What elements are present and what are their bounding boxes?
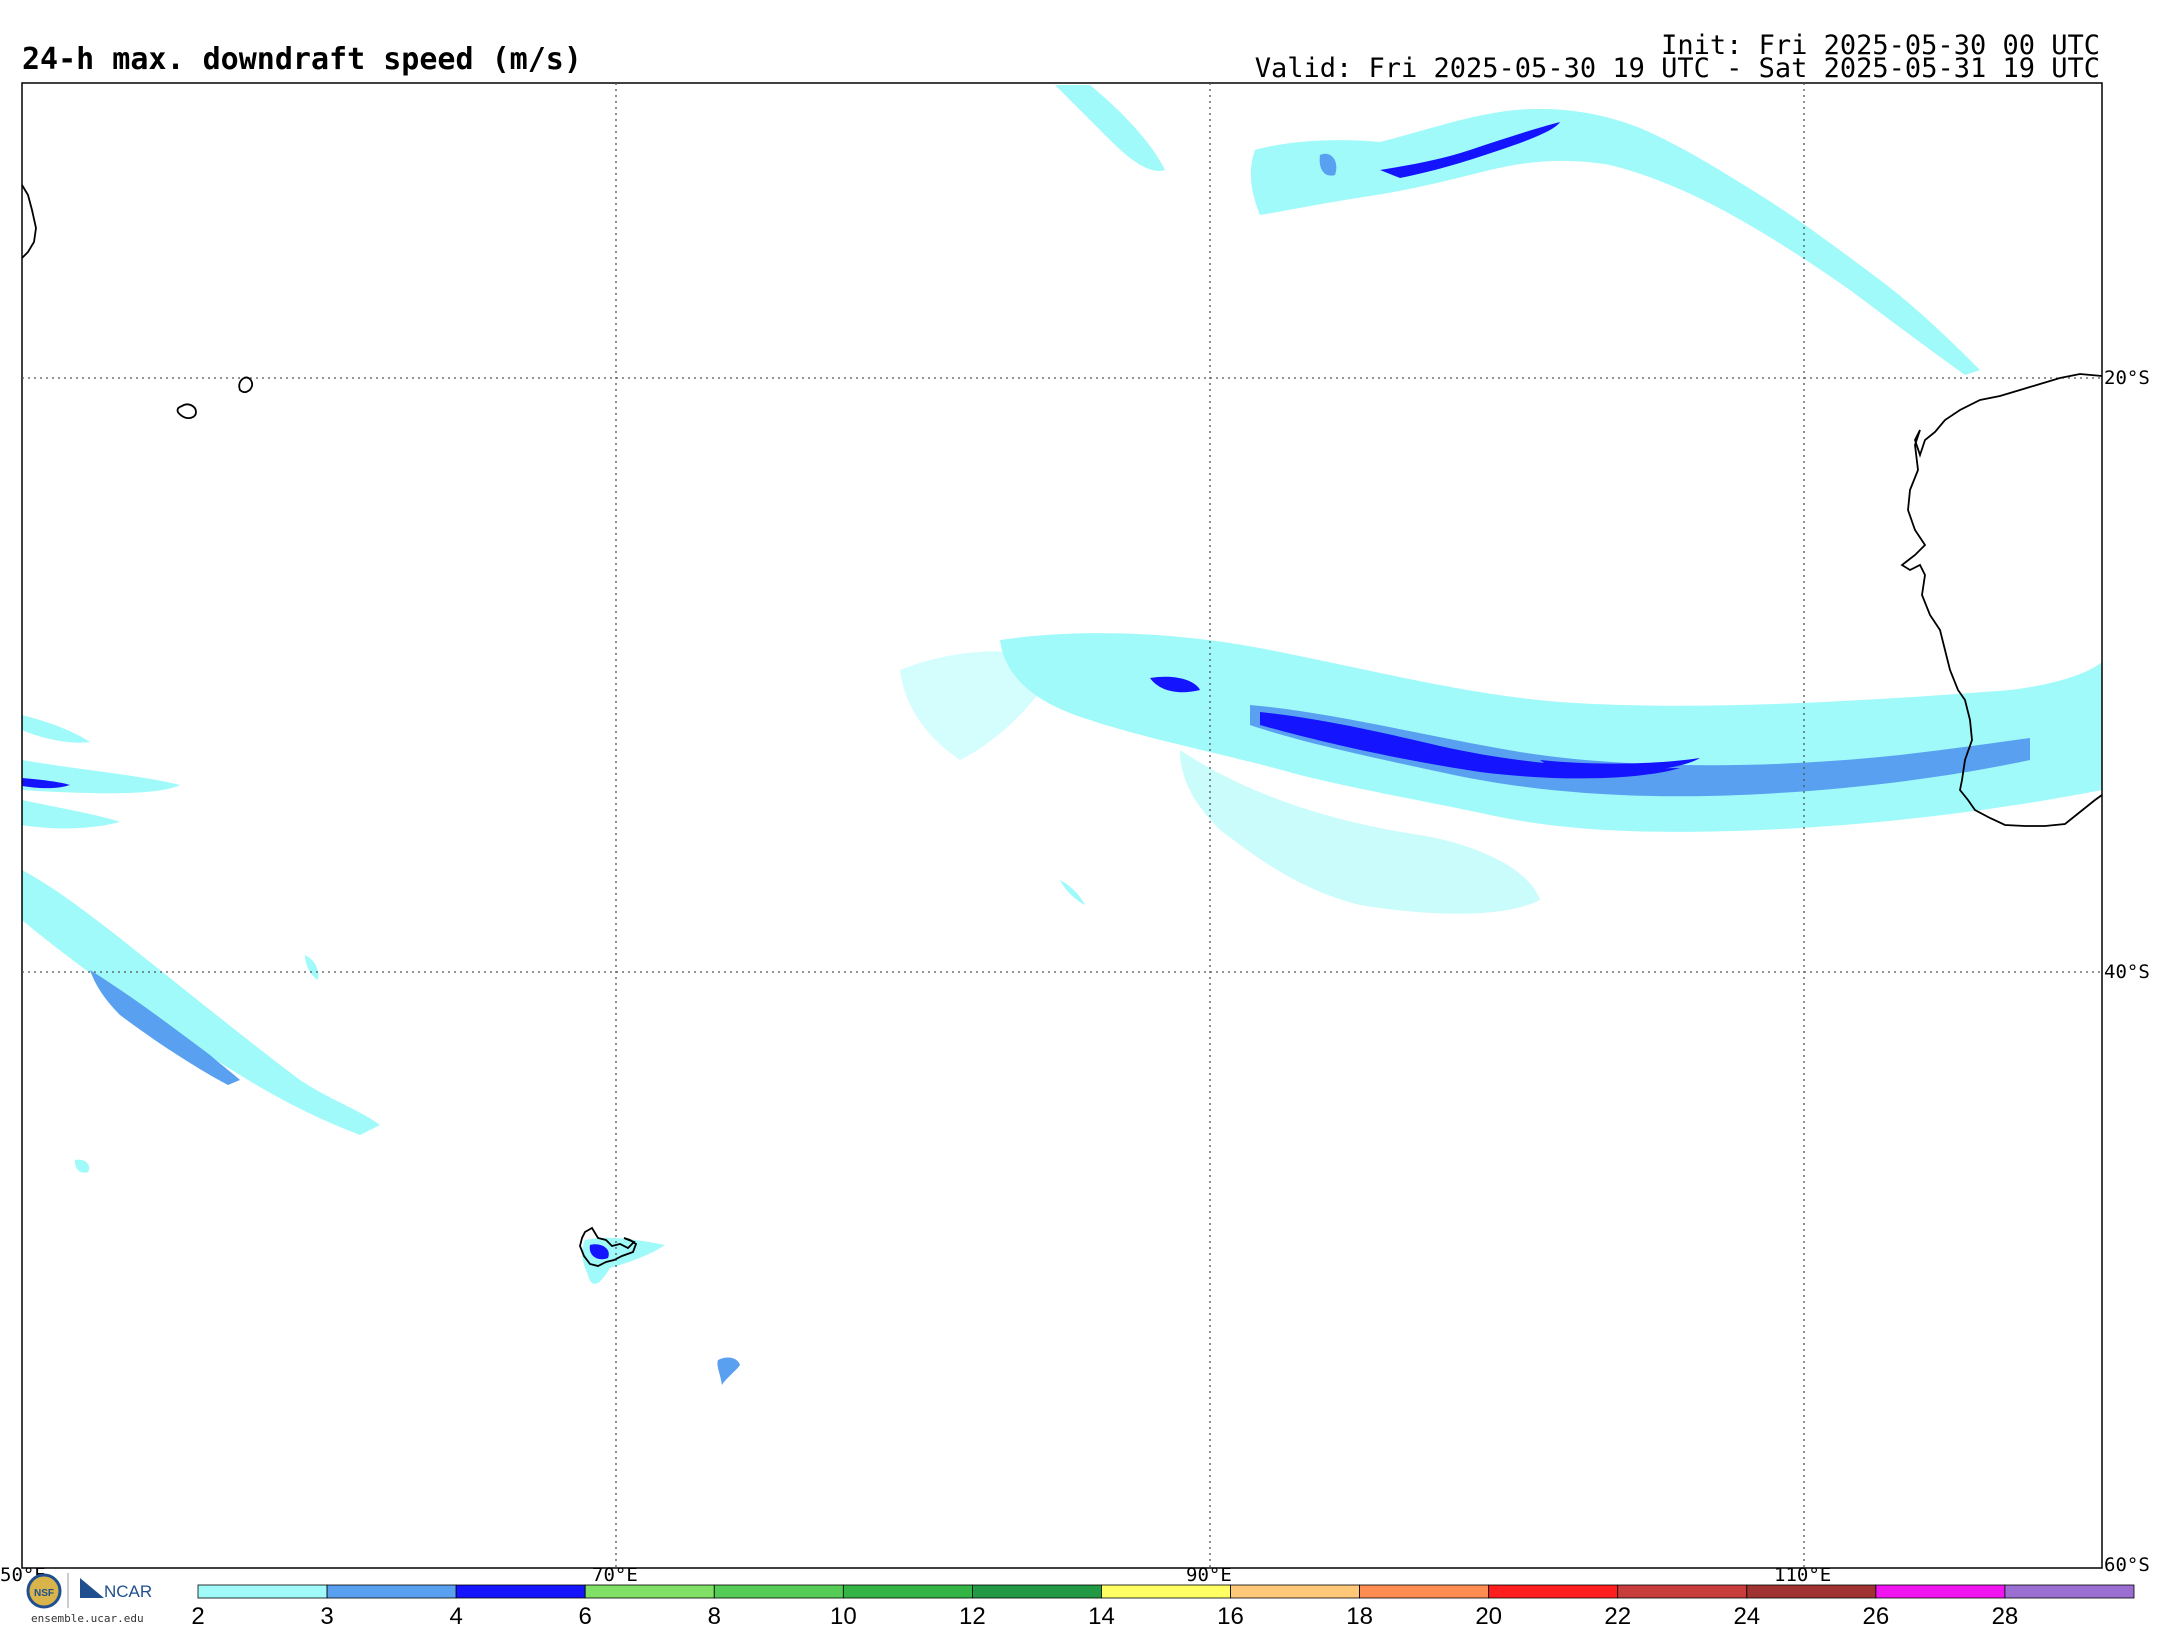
downdraft-band-north-nw [1055,85,1165,171]
lon-label-70e: 70°E [592,1564,638,1586]
colorbar-tick-label: 3 [320,1603,333,1626]
coastline-kerguelen [579,1226,638,1267]
ncar-logo-text: NCAR [104,1582,152,1601]
colorbar-swatch [326,1584,457,1599]
map-title: 24-h max. downdraft speed (m/s) [22,42,582,77]
downdraft-field [22,85,2102,1385]
downdraft-band-west-3 [22,715,90,743]
colorbar-swatch [1488,1584,1619,1599]
colorbar-tick-label: 4 [449,1603,462,1626]
downdraft-band-west-1 [22,760,180,794]
coastline-mauritius [238,376,254,393]
colorbar-swatch [1875,1584,2006,1599]
colorbar-tick-label: 22 [1604,1603,1631,1626]
coastline-reunion [176,403,197,419]
colorbar-ticks: 2 3 4 6 8 10 12 14 16 18 20 22 24 26 28 [191,1603,2018,1626]
downdraft-band-west-2 [22,800,120,829]
downdraft-swath-fan [1180,750,1540,914]
colorbar-swatch [1359,1584,1490,1599]
downdraft-patch [305,955,319,980]
colorbar-swatch [455,1584,586,1599]
colorbar-swatch [842,1584,973,1599]
init-time: Init: Fri 2025-05-30 00 UTC [1661,30,2100,61]
map-frame [21,82,2103,1569]
colorbar-swatch [1101,1584,1231,1599]
downdraft-band-north-cells-2 [1319,153,1337,176]
colorbar-tick-label: 6 [579,1603,592,1626]
downdraft-cell-heard [717,1357,740,1385]
logo-url: ensemble.ucar.edu [31,1612,144,1625]
colorbar-swatch [2004,1584,2135,1599]
lat-label-60s: 60°S [2104,1554,2150,1576]
downdraft-band-3 [1250,705,2030,797]
latitude-labels: 20°S 40°S 60°S [2104,367,2150,1576]
downdraft-cell-kerguelen-core [589,1244,609,1260]
downdraft-swath-west [900,651,1060,760]
ncar-logo-icon [80,1578,104,1598]
colorbar-swatch [584,1584,715,1599]
downdraft-band-west-dark [22,778,70,789]
longitude-labels: 50°E 70°E 90°E 110°E [0,1564,1831,1586]
downdraft-swath-main [1000,633,2102,832]
downdraft-band-4b [1540,758,1700,775]
colorbar-tick-label: 26 [1863,1603,1890,1626]
colorbar [197,1584,2135,1599]
lon-label-90e: 90°E [1186,1564,1232,1586]
coastline-madagascar [21,184,37,259]
graticule [22,83,2102,1568]
colorbar-tick-label: 16 [1217,1603,1244,1626]
ncar-logo: NSF NCAR ensemble.ucar.edu [26,1573,152,1625]
colorbar-tick-label: 20 [1475,1603,1502,1626]
downdraft-band-north [1250,108,1980,375]
colorbar-swatch [197,1584,328,1599]
downdraft-band-north-cells [1380,122,1560,178]
colorbar-swatch [972,1584,1102,1599]
coastline-australia [1900,373,2103,827]
lon-label-110e: 110°E [1774,1564,1831,1586]
colorbar-swatch [1746,1584,1877,1599]
colorbar-tick-label: 10 [830,1603,857,1626]
lat-label-40s: 40°S [2104,961,2150,983]
downdraft-patch [74,1159,90,1173]
colorbar-tick-label: 14 [1088,1603,1115,1626]
colorbar-tick-label: 2 [191,1603,204,1626]
downdraft-band-southwest [22,870,380,1135]
downdraft-band-cell [1150,676,1200,693]
colorbar-tick-label: 28 [1992,1603,2019,1626]
nsf-logo-text: NSF [34,1588,54,1599]
downdraft-patch [1060,880,1085,905]
colorbar-swatch [713,1584,844,1599]
downdraft-band-southwest-2 [90,970,240,1085]
coastlines [21,184,2103,1267]
colorbar-tick-label: 18 [1346,1603,1373,1626]
colorbar-swatch [1617,1584,1748,1599]
colorbar-swatch [1230,1584,1360,1599]
valid-time: Valid: Fri 2025-05-30 19 UTC - Sat 2025-… [1254,53,2100,84]
nsf-logo-icon [26,1573,62,1609]
colorbar-tick-label: 8 [708,1603,721,1626]
colorbar-tick-label: 12 [959,1603,986,1626]
colorbar-tick-label: 24 [1733,1603,1760,1626]
lat-label-20s: 20°S [2104,367,2150,389]
